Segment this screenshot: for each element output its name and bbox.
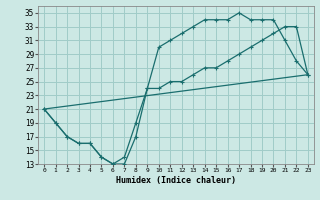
X-axis label: Humidex (Indice chaleur): Humidex (Indice chaleur) [116,176,236,185]
